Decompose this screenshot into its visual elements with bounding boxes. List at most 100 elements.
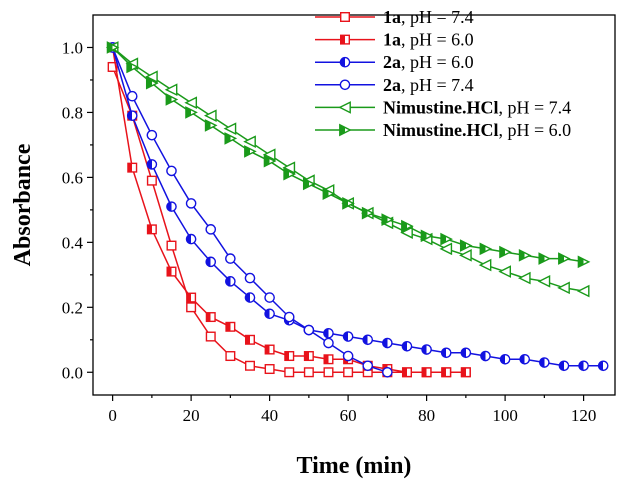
legend-entry: 1a, pH = 7.4 [315, 7, 474, 27]
y-tick-label: 0.8 [62, 103, 83, 122]
data-point [263, 154, 277, 168]
data-point [578, 360, 589, 372]
data-point [342, 350, 354, 362]
data-point [519, 353, 531, 365]
data-point [146, 159, 158, 170]
data-point [146, 224, 157, 235]
legend-condition: , pH = 6.0 [499, 120, 572, 140]
data-point [166, 165, 177, 177]
data-point [401, 219, 414, 233]
data-point [342, 331, 354, 342]
data-point [282, 161, 296, 174]
data-point [479, 242, 493, 256]
legend-label: 1a, pH = 7.4 [383, 7, 474, 27]
data-point [185, 233, 197, 245]
data-point [224, 132, 238, 145]
data-point [205, 312, 216, 323]
legend-compound: 2a [383, 75, 401, 95]
legend-entry: Nimustine.HCl, pH = 7.4 [315, 97, 571, 117]
series-line [112, 46, 584, 263]
series-line [111, 47, 388, 374]
legend-compound: Nimustine.HCl [383, 120, 499, 140]
data-point [421, 344, 432, 355]
x-tick-label: 40 [261, 406, 278, 425]
y-tick-label: 0.4 [62, 233, 84, 252]
legend-label: 2a, pH = 7.4 [383, 75, 474, 95]
legend-compound: 2a [383, 52, 401, 72]
data-point [421, 367, 432, 378]
data-point [597, 360, 609, 372]
series-3 [107, 42, 609, 372]
data-point [459, 249, 472, 262]
data-point [244, 145, 257, 158]
data-point [225, 253, 236, 264]
legend-condition: , pH = 7.4 [401, 75, 474, 95]
legend-condition: , pH = 7.4 [401, 7, 474, 27]
data-point [557, 281, 570, 295]
data-point [577, 255, 591, 269]
data-point [185, 198, 197, 209]
data-point [537, 274, 551, 288]
data-point [539, 357, 550, 368]
data-point [166, 266, 177, 277]
data-point [223, 122, 237, 136]
y-tick-label: 1.0 [62, 38, 83, 57]
data-point [244, 334, 255, 345]
data-point [264, 308, 275, 320]
data-point [166, 201, 177, 212]
data-point [382, 366, 393, 378]
data-point [164, 83, 178, 97]
data-point [440, 232, 453, 246]
x-tick-label: 20 [183, 406, 200, 425]
data-point [323, 337, 334, 349]
data-point [303, 351, 314, 362]
data-point [126, 60, 140, 74]
data-point [303, 324, 315, 336]
legend-marker [339, 123, 352, 137]
axes: 0 20 40 60 80 100 120 0.0 0.2 0.4 0.6 0.8 1.0 [62, 14, 616, 425]
data-point [558, 360, 570, 372]
y-tick-label: 0.6 [62, 168, 83, 187]
data-point [400, 226, 413, 239]
x-tick-label: 0 [108, 406, 117, 425]
data-point [362, 360, 374, 372]
data-point [145, 70, 158, 84]
data-point [225, 276, 236, 287]
data-point [127, 162, 138, 173]
data-point [460, 367, 471, 378]
data-point [146, 129, 158, 141]
legend-condition: , pH = 6.0 [401, 30, 474, 50]
data-point [440, 347, 452, 359]
data-point [283, 311, 295, 323]
data-point [186, 302, 197, 313]
data-point [401, 340, 413, 352]
series-layer [105, 41, 609, 378]
data-point [459, 239, 473, 252]
data-point [342, 197, 355, 210]
data-point [478, 258, 492, 272]
data-point [185, 106, 198, 119]
data-point [145, 76, 159, 90]
data-point [343, 367, 354, 378]
legend-label: 2a, pH = 6.0 [383, 52, 474, 72]
x-tick-label: 120 [571, 406, 597, 425]
data-point [460, 347, 472, 359]
data-point [323, 354, 334, 365]
series-line [111, 47, 604, 367]
legend-condition: , pH = 6.0 [401, 52, 474, 72]
data-point [517, 271, 531, 285]
legend-marker [339, 79, 351, 91]
data-point [264, 364, 275, 375]
data-point [322, 187, 336, 200]
data-point [244, 360, 255, 371]
x-tick-label: 100 [492, 406, 518, 425]
legend-condition: , pH = 7.4 [499, 97, 572, 117]
data-point [244, 272, 256, 284]
legend-marker [339, 56, 351, 68]
data-point [558, 252, 571, 265]
data-point [205, 224, 217, 235]
series-5 [105, 41, 590, 298]
data-point [165, 93, 179, 106]
data-point [441, 367, 452, 378]
legend-entry: 2a, pH = 6.0 [315, 52, 474, 72]
